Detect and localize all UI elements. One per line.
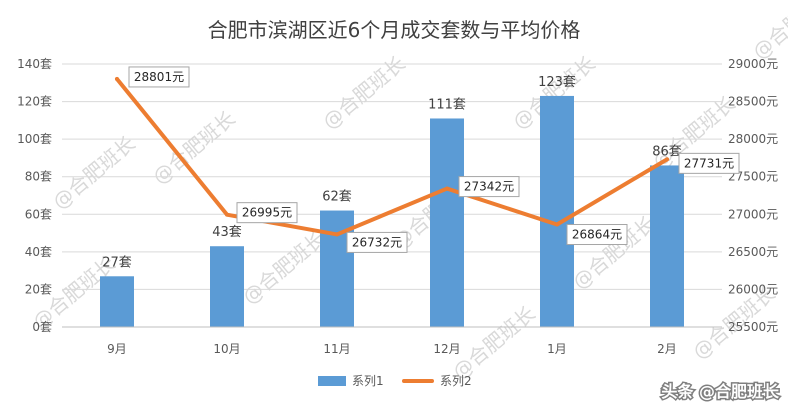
right-y-axis: 25500元 26000元 26500元 27000元 27500元 28000元 2850… (728, 57, 778, 334)
right-tick-label: 27500元 (728, 170, 778, 184)
left-y-axis: 0套 20套 40套 60套 80套 100套 120套 140套 (17, 57, 52, 334)
x-tick-label: 2月 (657, 342, 677, 356)
watermark-text: @合肥班长 (48, 131, 140, 214)
chart-title: 合肥市滨湖区近6个月成交套数与平均价格 (208, 18, 581, 42)
x-axis: 9月 10月 11月 12月 1月 2月 (62, 326, 722, 356)
bar-data-label: 111套 (428, 96, 466, 112)
line-data-label: 26732元 (352, 235, 402, 249)
left-tick-label: 40套 (25, 245, 52, 259)
left-tick-label: 60套 (25, 207, 52, 221)
bar-series: 27套 43套 62套 111套 123套 86套 (100, 74, 684, 327)
line-data-label-box (458, 176, 520, 198)
left-tick-label: 120套 (17, 95, 52, 109)
watermark-text: @合肥班长 (238, 226, 330, 309)
line-data-label-box (128, 66, 190, 88)
bar-data-label: 43套 (212, 224, 242, 240)
bar-data-label: 27套 (102, 254, 132, 270)
watermark-text: @合肥班长 (568, 211, 660, 294)
right-tick-label: 28500元 (728, 95, 778, 109)
left-tick-label: 20套 (25, 282, 52, 296)
left-tick-label: 80套 (25, 170, 52, 184)
right-tick-label: 27000元 (728, 207, 778, 221)
x-tick-label: 1月 (547, 342, 567, 356)
line-data-label: 27731元 (684, 156, 734, 170)
legend-line-label: 系列2 (440, 374, 472, 388)
right-tick-label: 26500元 (728, 245, 778, 259)
right-tick-label: 29000元 (728, 57, 778, 71)
line-point (445, 186, 449, 191)
corner-watermark: 头条 @合肥班长 (660, 381, 782, 403)
line-point (225, 212, 229, 217)
x-tick-label: 10月 (213, 342, 240, 356)
bar (650, 165, 684, 327)
line-data-label: 26864元 (572, 228, 622, 242)
right-tick-label: 25500元 (728, 320, 778, 334)
legend: 系列1 系列2 (318, 374, 472, 388)
line-point (335, 232, 339, 237)
bar (210, 246, 244, 327)
line-path (115, 76, 669, 237)
right-tick-label: 28000元 (728, 132, 778, 146)
bar-data-label: 86套 (652, 143, 682, 159)
line-series: 28801元 26995元 26732元 27342元 26864元 27731元 (115, 66, 740, 253)
legend-bar-swatch (318, 376, 346, 386)
line-point (555, 222, 559, 227)
line-data-label-box (346, 231, 408, 253)
line-data-label-box (236, 202, 298, 224)
line-data-label: 27342元 (464, 180, 514, 194)
line-point (115, 76, 119, 81)
line-data-label-box (566, 224, 628, 246)
gridlines (62, 63, 722, 328)
bar (540, 95, 574, 327)
line-data-label-box (678, 152, 740, 174)
bar-data-label: 62套 (322, 189, 352, 205)
bar (100, 276, 134, 327)
line-data-label: 28801元 (134, 70, 184, 84)
bar-data-label: 123套 (538, 74, 576, 90)
legend-bar-label: 系列1 (352, 374, 384, 388)
x-tick-label: 11月 (323, 342, 350, 356)
x-tick-label: 12月 (433, 342, 460, 356)
left-tick-label: 140套 (17, 57, 52, 71)
line-point (665, 157, 669, 162)
watermark-text: @合肥班长 (748, 0, 788, 64)
corner-watermark-text: 头条 @合肥班长 (661, 382, 780, 401)
bar (430, 118, 464, 327)
left-tick-label: 0套 (32, 320, 52, 334)
right-tick-label: 26000元 (728, 282, 778, 296)
left-tick-label: 100套 (17, 132, 52, 146)
line-data-label: 26995元 (242, 206, 292, 220)
x-tick-label: 9月 (107, 342, 127, 356)
